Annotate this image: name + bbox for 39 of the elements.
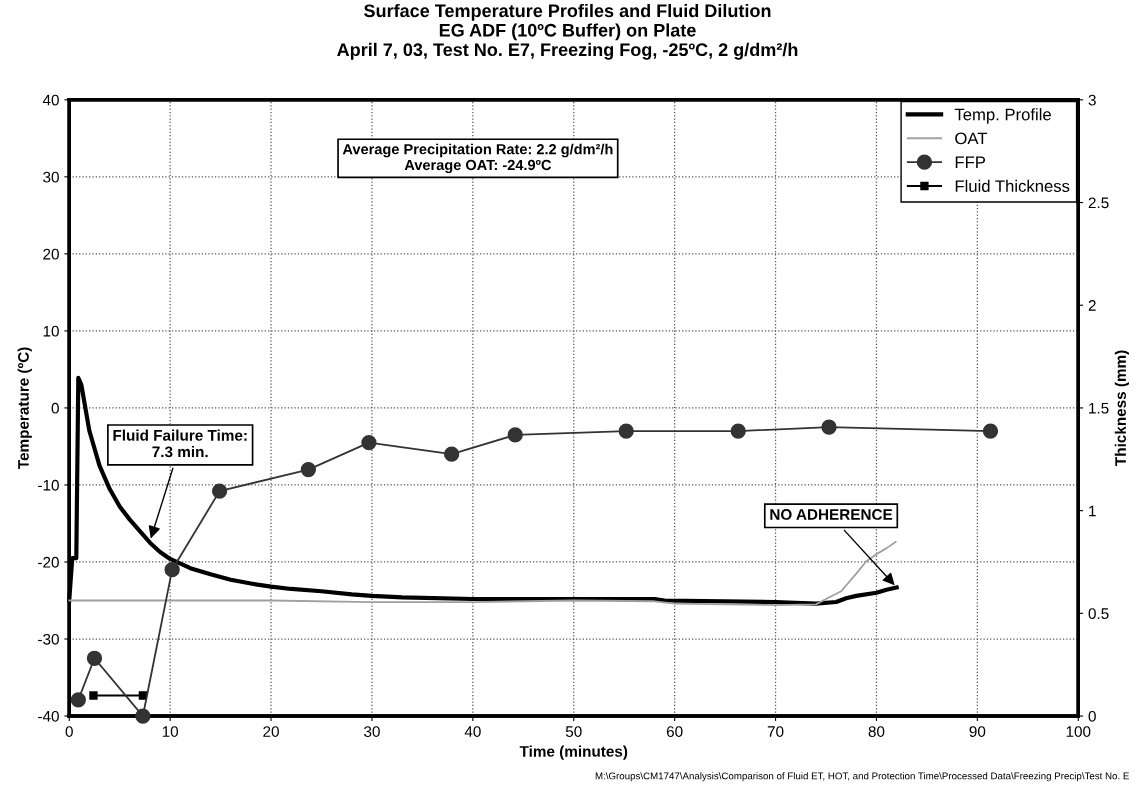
x-tick-label: 40 [464, 726, 481, 737]
y-tick-label: 30 [43, 171, 59, 183]
x-tick-label: 50 [565, 726, 582, 737]
y2-axis-title: Thickness (mm) [1114, 350, 1130, 466]
annotation: NO ADHERENCE [770, 509, 893, 520]
y2-tick-label: 1 [1089, 505, 1096, 517]
y-tick-label: -30 [38, 633, 59, 645]
y2-tick-label: 2 [1088, 300, 1096, 311]
y-tick-label: -40 [38, 710, 59, 722]
y-tick-label: 10 [43, 325, 59, 337]
legend-label: OAT [955, 132, 988, 145]
x-tick-label: 0 [65, 726, 73, 737]
x-tick-label: 80 [868, 726, 885, 737]
x-axis-title: Time (minutes) [519, 745, 628, 760]
y-axis-title: Temperature (ºC) [17, 347, 32, 469]
y2-tick-label: 2.5 [1088, 197, 1109, 209]
legend-label: FFP [955, 156, 986, 168]
y-tick-label: 20 [43, 248, 59, 260]
chart-title: Surface Temperature Profiles and Fluid Dilution EG ADF (10ºC Buffer) on Plate April 7, 03, Test No. E7, Freezing Fog, -25ºC, 2 g/dm²/h [337, 3, 798, 60]
annotation: Average Precipitation Rate: 2.2 g/dm²/h Average OAT: -24.9ºC [342, 143, 613, 174]
text: M:\Groups\CM1747\Analysis\Comparison of Fluid ET, HOT, and Protection Time\Processed Data\Freezing Precip\Test No. E [595, 772, 1129, 782]
x-tick-label: 90 [969, 726, 986, 737]
y2-tick-label: 0.5 [1088, 608, 1109, 620]
y-tick-label: 0 [51, 402, 59, 414]
y-tick-label: -20 [38, 556, 59, 568]
x-tick-label: 20 [263, 726, 279, 737]
x-tick-label: 60 [666, 726, 683, 737]
y2-tick-label: 3 [1088, 94, 1096, 106]
legend-label: Temp. Profile [954, 108, 1051, 124]
y-tick-label: 40 [42, 94, 59, 106]
y-tick-label: -10 [38, 479, 59, 491]
y2-tick-label: 1.5 [1089, 402, 1109, 414]
legend-label: Fluid Thickness [955, 179, 1070, 193]
y2-tick-label: 0 [1088, 710, 1096, 722]
x-tick-label: 100 [1066, 726, 1091, 737]
annotation: Fluid Failure Time: 7.3 min. [113, 429, 247, 458]
x-tick-label: 70 [767, 726, 784, 737]
x-tick-label: 10 [162, 726, 179, 737]
x-tick-label: 30 [364, 726, 380, 737]
